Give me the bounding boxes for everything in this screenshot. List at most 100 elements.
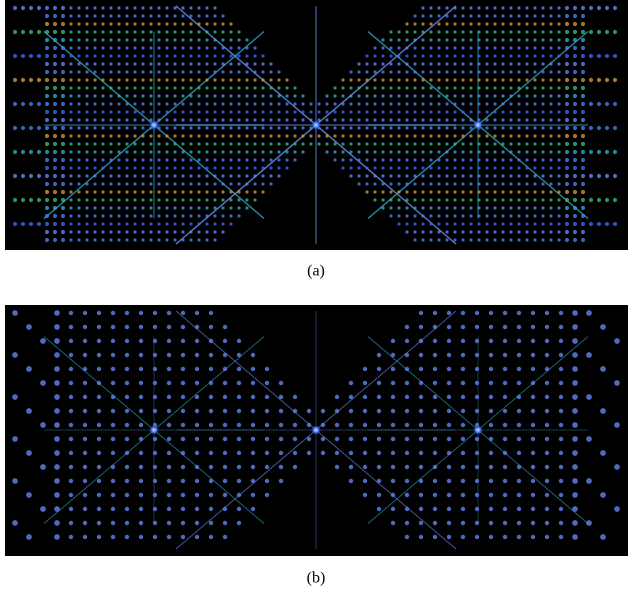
diffraction-spot xyxy=(237,38,240,41)
diffraction-spot xyxy=(237,134,240,137)
diffraction-spot xyxy=(341,142,344,145)
diffraction-spot xyxy=(501,126,504,129)
diffraction-spot xyxy=(69,465,73,469)
diffraction-spot xyxy=(503,535,507,539)
diffraction-spot xyxy=(293,423,297,427)
diffraction-spot xyxy=(517,14,520,17)
diffraction-spot xyxy=(253,54,256,57)
diffraction-spot xyxy=(21,78,25,82)
diffraction-spot xyxy=(237,395,241,399)
bright-spot xyxy=(473,425,483,435)
panel-caption: (a) xyxy=(307,263,325,280)
diffraction-spot xyxy=(572,380,578,386)
diffraction-spot xyxy=(125,134,128,137)
diffraction-spot xyxy=(509,134,512,137)
diffraction-spot xyxy=(541,62,544,65)
diffraction-spot xyxy=(197,238,200,241)
diffraction-spot xyxy=(397,54,400,57)
diffraction-spot xyxy=(221,86,224,89)
diffraction-spot xyxy=(489,535,493,539)
diffraction-spot xyxy=(461,214,464,217)
diffraction-spot xyxy=(573,30,577,34)
diffraction-spot xyxy=(109,126,112,129)
diffraction-spot xyxy=(165,30,168,33)
diffraction-spot xyxy=(61,78,65,82)
diffraction-spot xyxy=(447,507,451,511)
diffraction-spot xyxy=(245,174,248,177)
diffraction-spot xyxy=(165,110,168,113)
diffraction-spot xyxy=(93,214,96,217)
diffraction-spot xyxy=(109,166,112,169)
diffraction-spot xyxy=(301,110,304,113)
diffraction-spot xyxy=(189,230,192,233)
diffraction-spot xyxy=(509,118,512,121)
diffraction-spot xyxy=(117,206,120,209)
diffraction-spot xyxy=(85,134,88,137)
diffraction-spot xyxy=(541,86,544,89)
diffraction-spot xyxy=(229,214,232,217)
diffraction-spot xyxy=(581,54,585,58)
diffraction-spot xyxy=(77,190,80,193)
diffraction-spot xyxy=(125,230,128,233)
diffraction-spot xyxy=(245,158,248,161)
diffraction-spot xyxy=(125,30,128,33)
diffraction-spot xyxy=(469,190,472,193)
diffraction-spot xyxy=(501,142,504,145)
diffraction-spot xyxy=(333,102,336,105)
diffraction-spot xyxy=(265,367,269,371)
diffraction-spot xyxy=(469,22,472,25)
diffraction-spot xyxy=(157,86,160,89)
diffraction-spot xyxy=(461,311,465,315)
diffraction-spot xyxy=(447,409,451,413)
diffraction-spot xyxy=(253,158,256,161)
diffraction-spot xyxy=(195,339,199,343)
diffraction-spot xyxy=(461,134,464,137)
diffraction-spot xyxy=(251,423,255,427)
diffraction-spot xyxy=(69,381,73,385)
diffraction-spot xyxy=(213,166,216,169)
diffraction-spot xyxy=(397,222,400,225)
diffraction-spot xyxy=(97,381,101,385)
diffraction-spot xyxy=(419,437,423,441)
diffraction-spot xyxy=(245,62,248,65)
diffraction-spot xyxy=(469,54,472,57)
diffraction-spot xyxy=(149,174,152,177)
diffraction-spot xyxy=(245,102,248,105)
diffraction-spot xyxy=(485,182,488,185)
diffraction-spot xyxy=(93,174,96,177)
diffraction-spot xyxy=(509,6,512,9)
diffraction-spot xyxy=(285,78,288,81)
diffraction-spot xyxy=(381,150,384,153)
diffraction-spot xyxy=(167,353,171,357)
diffraction-spot xyxy=(277,174,280,177)
diffraction-spot xyxy=(533,198,536,201)
diffraction-spot xyxy=(517,182,520,185)
diffraction-spot xyxy=(517,451,521,455)
diffraction-spot xyxy=(205,214,208,217)
diffraction-spot xyxy=(237,142,240,145)
diffraction-spot xyxy=(437,38,440,41)
diffraction-spot xyxy=(21,222,25,226)
diffraction-spot xyxy=(205,238,208,241)
diffraction-spot xyxy=(573,110,577,114)
diffraction-spot xyxy=(69,190,72,193)
diffraction-spot xyxy=(501,214,504,217)
diffraction-spot xyxy=(223,507,227,511)
diffraction-spot xyxy=(413,142,416,145)
diffraction-spot xyxy=(181,46,184,49)
diffraction-spot xyxy=(261,190,264,193)
diffraction-spot xyxy=(109,110,112,113)
diffraction-spot xyxy=(117,78,120,81)
diffraction-spot xyxy=(197,198,200,201)
diffraction-spot xyxy=(293,150,296,153)
diffraction-spot xyxy=(421,182,424,185)
diffraction-spot xyxy=(85,94,88,97)
diffraction-spot xyxy=(405,158,408,161)
diffraction-spot xyxy=(97,339,101,343)
diffraction-spot xyxy=(477,14,480,17)
diffraction-spot xyxy=(533,54,536,57)
diffraction-spot xyxy=(531,437,535,441)
diffraction-spot xyxy=(445,86,448,89)
diffraction-spot xyxy=(421,54,424,57)
diffraction-spot xyxy=(437,214,440,217)
